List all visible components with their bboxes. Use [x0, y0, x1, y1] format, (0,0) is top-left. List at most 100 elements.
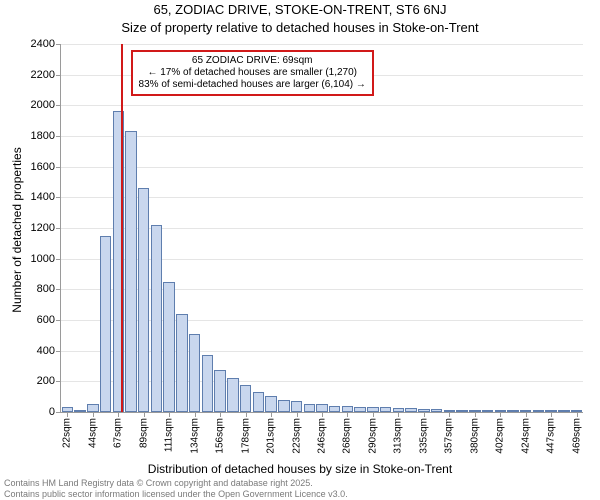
histogram-bar: [125, 131, 136, 412]
histogram-bar: [482, 410, 493, 412]
y-tick-label: 1400: [31, 191, 55, 203]
x-tick: [195, 412, 196, 417]
x-tick: [93, 412, 94, 417]
x-tick-label: 313sqm: [393, 418, 404, 454]
x-tick: [220, 412, 221, 417]
x-axis-label: Distribution of detached houses by size …: [0, 462, 600, 476]
y-tick: [56, 44, 61, 45]
gridline: [61, 136, 583, 137]
x-tick: [169, 412, 170, 417]
x-tick-label: 469sqm: [571, 418, 582, 454]
x-tick-label: 447sqm: [546, 418, 557, 454]
x-tick-label: 111sqm: [164, 418, 175, 452]
y-tick: [56, 167, 61, 168]
histogram-bar: [163, 282, 174, 412]
gridline: [61, 105, 583, 106]
y-tick-label: 600: [37, 314, 55, 326]
x-tick-label: 402sqm: [495, 418, 506, 454]
histogram-bar: [380, 407, 391, 412]
x-tick: [526, 412, 527, 417]
x-tick-label: 89sqm: [138, 418, 149, 448]
histogram-bar: [507, 410, 518, 412]
histogram-bar: [558, 410, 569, 412]
x-tick-label: 380sqm: [469, 418, 480, 454]
y-tick: [56, 136, 61, 137]
y-tick: [56, 381, 61, 382]
callout-line-1: 65 ZODIAC DRIVE: 69sqm: [139, 55, 366, 67]
property-callout: 65 ZODIAC DRIVE: 69sqm← 17% of detached …: [131, 50, 374, 96]
footer-line-1: Contains HM Land Registry data © Crown c…: [4, 478, 596, 489]
y-tick: [56, 259, 61, 260]
histogram-bar: [202, 355, 213, 412]
y-axis-label: Number of detached properties: [10, 0, 24, 470]
y-tick-label: 1600: [31, 161, 55, 173]
x-tick-label: 335sqm: [418, 418, 429, 454]
y-tick-label: 1000: [31, 253, 55, 265]
y-tick-label: 2200: [31, 69, 55, 81]
histogram-bar: [214, 370, 225, 412]
gridline: [61, 167, 583, 168]
x-tick-label: 156sqm: [215, 418, 226, 454]
x-tick-label: 268sqm: [342, 418, 353, 454]
y-tick: [56, 412, 61, 413]
histogram-bar: [405, 408, 416, 412]
x-tick: [551, 412, 552, 417]
histogram-bar: [316, 404, 327, 412]
y-tick-label: 1200: [31, 222, 55, 234]
x-tick-label: 67sqm: [113, 418, 124, 448]
x-tick-label: 424sqm: [520, 418, 531, 454]
x-tick: [271, 412, 272, 417]
x-tick-label: 22sqm: [62, 418, 73, 448]
y-tick-label: 200: [37, 375, 55, 387]
property-marker-line: [121, 44, 123, 412]
histogram-bar: [100, 236, 111, 412]
x-tick: [475, 412, 476, 417]
x-tick: [500, 412, 501, 417]
y-tick: [56, 197, 61, 198]
x-tick: [246, 412, 247, 417]
x-tick: [577, 412, 578, 417]
histogram-bar: [533, 410, 544, 412]
histogram-bar: [74, 410, 85, 412]
histogram-bar: [354, 407, 365, 412]
x-tick-label: 178sqm: [240, 418, 251, 454]
x-tick: [67, 412, 68, 417]
x-tick: [144, 412, 145, 417]
histogram-bar: [138, 188, 149, 412]
y-tick: [56, 289, 61, 290]
histogram-bar: [176, 314, 187, 412]
chart-title-address: 65, ZODIAC DRIVE, STOKE-ON-TRENT, ST6 6N…: [0, 2, 600, 17]
y-tick-label: 1800: [31, 130, 55, 142]
y-tick: [56, 320, 61, 321]
y-tick-label: 400: [37, 345, 55, 357]
gridline: [61, 44, 583, 45]
y-tick-label: 2400: [31, 38, 55, 50]
callout-line-2: ← 17% of detached houses are smaller (1,…: [139, 67, 366, 79]
x-tick: [322, 412, 323, 417]
histogram-bar: [431, 409, 442, 412]
y-tick-label: 2000: [31, 99, 55, 111]
x-tick: [398, 412, 399, 417]
histogram-bar: [278, 400, 289, 412]
chart-title-sub: Size of property relative to detached ho…: [0, 20, 600, 35]
histogram-bar: [189, 334, 200, 412]
x-tick: [347, 412, 348, 417]
x-tick-label: 134sqm: [189, 418, 200, 454]
x-tick: [449, 412, 450, 417]
histogram-bar: [265, 396, 276, 412]
x-tick: [424, 412, 425, 417]
histogram-bar: [253, 392, 264, 412]
histogram-bar: [227, 378, 238, 413]
x-tick-label: 290sqm: [367, 418, 378, 454]
histogram-bar: [304, 404, 315, 412]
y-tick-label: 800: [37, 283, 55, 295]
y-tick: [56, 105, 61, 106]
histogram-bar: [329, 406, 340, 412]
plot-area: 0200400600800100012001400160018002000220…: [60, 44, 583, 413]
histogram-bar: [291, 401, 302, 412]
x-tick: [118, 412, 119, 417]
footer-line-2: Contains public sector information licen…: [4, 489, 596, 500]
x-tick: [297, 412, 298, 417]
y-tick-label: 0: [49, 406, 55, 418]
x-tick: [373, 412, 374, 417]
